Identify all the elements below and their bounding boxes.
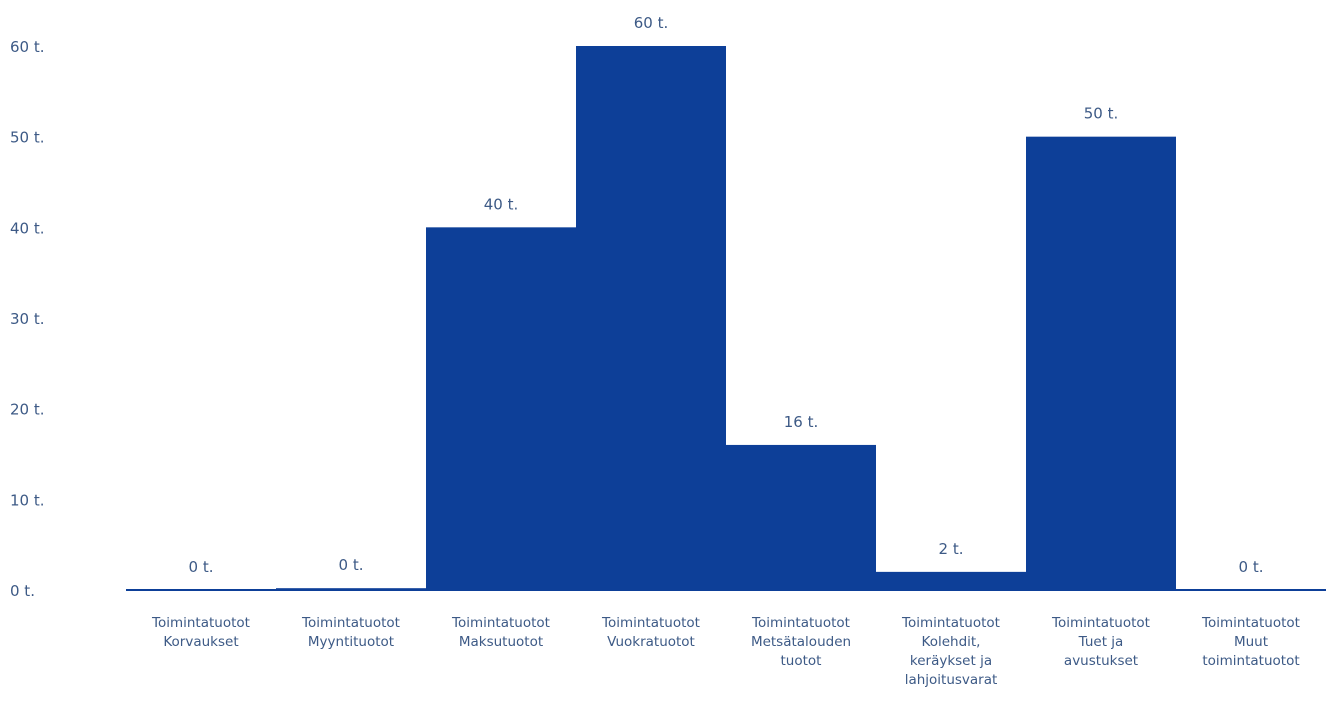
category-label-line: avustukset [1064, 653, 1138, 669]
y-tick-label: 40 t. [10, 219, 45, 237]
y-tick-label: 10 t. [10, 491, 45, 509]
bar [1026, 136, 1176, 590]
y-tick-label: 60 t. [10, 38, 45, 56]
category-label-line: Myyntituotot [308, 634, 394, 650]
category-label-line: Vuokratuotot [607, 634, 695, 650]
category-label-line: Maksutuotot [459, 634, 543, 650]
category-label-line: Toimintatuotot [1051, 615, 1150, 631]
category-label: Toimintatuotot Metsätalouden tuotot [751, 615, 851, 669]
bars [276, 46, 1176, 591]
category-label-line: Toimintatuotot [601, 615, 700, 631]
bar [876, 571, 1026, 590]
category-labels: Toimintatuotot Korvaukset Toimintatuotot My… [151, 615, 1300, 688]
data-label: 0 t. [1239, 558, 1264, 576]
category-label-line: Korvaukset [163, 634, 238, 650]
category-label-line: keräykset ja [910, 653, 992, 669]
data-label: 40 t. [484, 195, 519, 213]
bar [576, 46, 726, 590]
category-label-line: Toimintatuotot [751, 615, 850, 631]
data-label: 0 t. [339, 556, 364, 574]
value-labels: 0 t. 0 t. 40 t. 60 t. 16 t. 2 t. 50 t. 0 t. [189, 14, 1264, 576]
category-label-line: tuotot [781, 653, 822, 669]
category-label: Toimintatuotot Vuokratuotot [601, 615, 700, 650]
category-label: Toimintatuotot Myyntituotot [301, 615, 400, 650]
y-axis-ticks: 0 t. 10 t. 20 t. 30 t. 40 t. 50 t. 60 t. [10, 38, 45, 600]
category-label-line: Toimintatuotot [151, 615, 250, 631]
category-label: Toimintatuotot Kolehdit, keräykset ja lahjo… [901, 615, 1000, 688]
category-label-line: Tuet ja [1078, 634, 1124, 650]
data-label: 2 t. [939, 540, 964, 558]
category-label-line: lahjoitusvarat [905, 672, 998, 688]
data-label: 60 t. [634, 14, 669, 32]
category-label-line: Toimintatuotot [301, 615, 400, 631]
bar [426, 227, 576, 591]
bar [726, 444, 876, 590]
y-tick-label: 20 t. [10, 401, 45, 419]
category-label-line: Metsätalouden [751, 634, 851, 650]
category-label: Toimintatuotot Tuet ja avustukset [1051, 615, 1150, 669]
y-tick-label: 50 t. [10, 129, 45, 147]
category-label-line: Kolehdit, [922, 634, 981, 650]
category-label: Toimintatuotot Korvaukset [151, 615, 250, 650]
category-label-line: toimintatuotot [1202, 653, 1299, 669]
category-label-line: Toimintatuotot [451, 615, 550, 631]
category-label-line: Toimintatuotot [1201, 615, 1300, 631]
category-label: Toimintatuotot Maksutuotot [451, 615, 550, 650]
category-label-line: Toimintatuotot [901, 615, 1000, 631]
data-label: 0 t. [189, 558, 214, 576]
category-label-line: Muut [1234, 634, 1268, 650]
data-label: 50 t. [1084, 105, 1119, 123]
y-tick-label: 0 t. [10, 582, 35, 600]
y-tick-label: 30 t. [10, 310, 45, 328]
data-label: 16 t. [784, 413, 819, 431]
category-label: Toimintatuotot Muut toimintatuotot [1201, 615, 1300, 669]
